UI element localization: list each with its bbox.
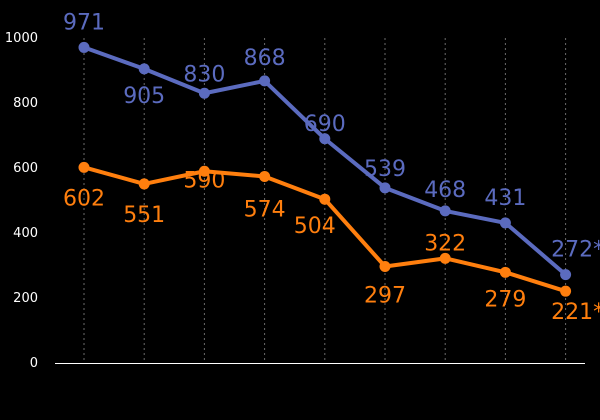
data-point bbox=[319, 133, 331, 145]
data-label: 690 bbox=[304, 112, 346, 137]
y-tick-label: 1000 bbox=[5, 31, 38, 46]
grid bbox=[83, 38, 567, 363]
data-label: 602 bbox=[63, 186, 105, 211]
data-labels: 971 905 830 868 690 539 468 431 272* 602 551 590 574… bbox=[63, 10, 600, 325]
data-point bbox=[198, 165, 210, 177]
data-point bbox=[379, 260, 391, 272]
data-label: 574 bbox=[244, 197, 286, 222]
data-label: 279 bbox=[484, 287, 526, 312]
data-label: 905 bbox=[123, 84, 165, 109]
data-point bbox=[319, 193, 331, 205]
data-point bbox=[78, 161, 90, 173]
data-point bbox=[78, 41, 90, 53]
y-tick-label: 0 bbox=[30, 356, 38, 371]
data-point bbox=[439, 252, 451, 264]
data-label: 830 bbox=[183, 62, 225, 87]
data-point bbox=[499, 217, 511, 229]
data-point bbox=[259, 170, 271, 182]
data-point bbox=[560, 269, 572, 281]
data-label: 322 bbox=[424, 231, 466, 256]
data-label: 539 bbox=[364, 157, 406, 182]
data-label: 504 bbox=[294, 214, 336, 239]
data-point bbox=[379, 182, 391, 194]
data-point bbox=[259, 75, 271, 87]
data-label: 868 bbox=[244, 46, 286, 71]
data-label: 971 bbox=[63, 10, 105, 35]
axes: 0 200 400 600 800 1000 bbox=[5, 31, 585, 371]
data-point bbox=[439, 205, 451, 217]
data-label: 221* bbox=[551, 300, 600, 325]
data-point bbox=[499, 266, 511, 278]
data-label: 272* bbox=[551, 238, 600, 263]
y-tick-label: 800 bbox=[13, 96, 38, 111]
data-label: 297 bbox=[364, 283, 406, 308]
y-tick-label: 600 bbox=[13, 161, 38, 176]
data-point bbox=[560, 285, 572, 297]
y-tick-label: 400 bbox=[13, 226, 38, 241]
data-label: 468 bbox=[424, 178, 466, 203]
data-label: 431 bbox=[484, 186, 526, 211]
data-point bbox=[198, 87, 210, 99]
series bbox=[78, 41, 572, 297]
data-point bbox=[138, 63, 150, 75]
data-point bbox=[138, 178, 150, 190]
data-label: 551 bbox=[123, 203, 165, 228]
y-tick-label: 200 bbox=[13, 291, 38, 306]
series-line-0 bbox=[83, 45, 567, 277]
data-label: 590 bbox=[183, 168, 225, 193]
